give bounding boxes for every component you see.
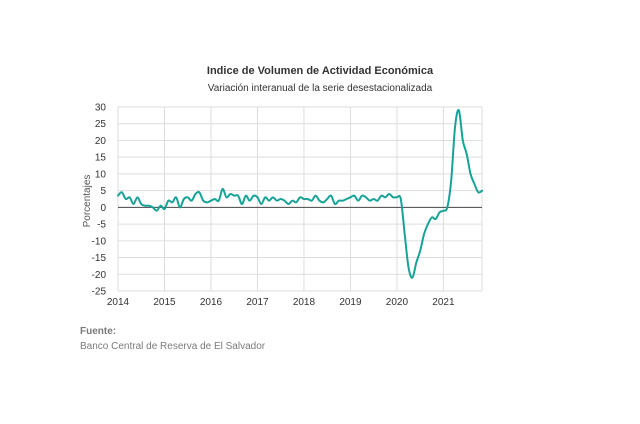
y-tick-label: 25 [95, 119, 107, 130]
y-tick-label: 5 [100, 186, 106, 197]
x-tick-label: 2019 [339, 297, 362, 308]
series-line [117, 108, 484, 279]
y-axis-label: Porcentajes [82, 175, 93, 228]
x-tick-label: 2015 [153, 297, 176, 308]
chart-subtitle: Variación interanual de la serie desesta… [207, 83, 433, 94]
y-tick-label: -5 [97, 220, 106, 231]
y-axis-ticks: 30 25 20 15 10 5 0 -5 -10 -15 -20 -25 [92, 103, 107, 298]
source-label: Fuente: [80, 326, 117, 337]
series-layer [117, 108, 484, 279]
y-tick-label: 30 [95, 103, 107, 114]
x-tick-label: 2017 [246, 297, 269, 308]
x-axis-ticks: 2014 2015 2016 2017 2018 2019 2020 2021 [107, 297, 455, 308]
x-tick-label: 2014 [107, 297, 130, 308]
y-tick-label: 20 [95, 136, 107, 147]
x-tick-label: 2021 [432, 297, 455, 308]
source-text: Banco Central de Reserva de El Salvador [80, 341, 266, 352]
grid [117, 106, 483, 292]
y-tick-label: -10 [92, 236, 107, 247]
y-tick-label: -15 [92, 253, 107, 264]
y-tick-label: 0 [100, 203, 106, 214]
y-tick-label: 10 [95, 169, 107, 180]
chart-title: Indice de Volumen de Actividad Económica [206, 65, 434, 77]
x-tick-label: 2018 [293, 297, 316, 308]
x-tick-label: 2020 [386, 297, 409, 308]
y-tick-label: 15 [95, 153, 107, 164]
y-tick-label: -20 [92, 270, 107, 281]
x-tick-label: 2016 [200, 297, 223, 308]
y-tick-label: -25 [92, 287, 107, 298]
